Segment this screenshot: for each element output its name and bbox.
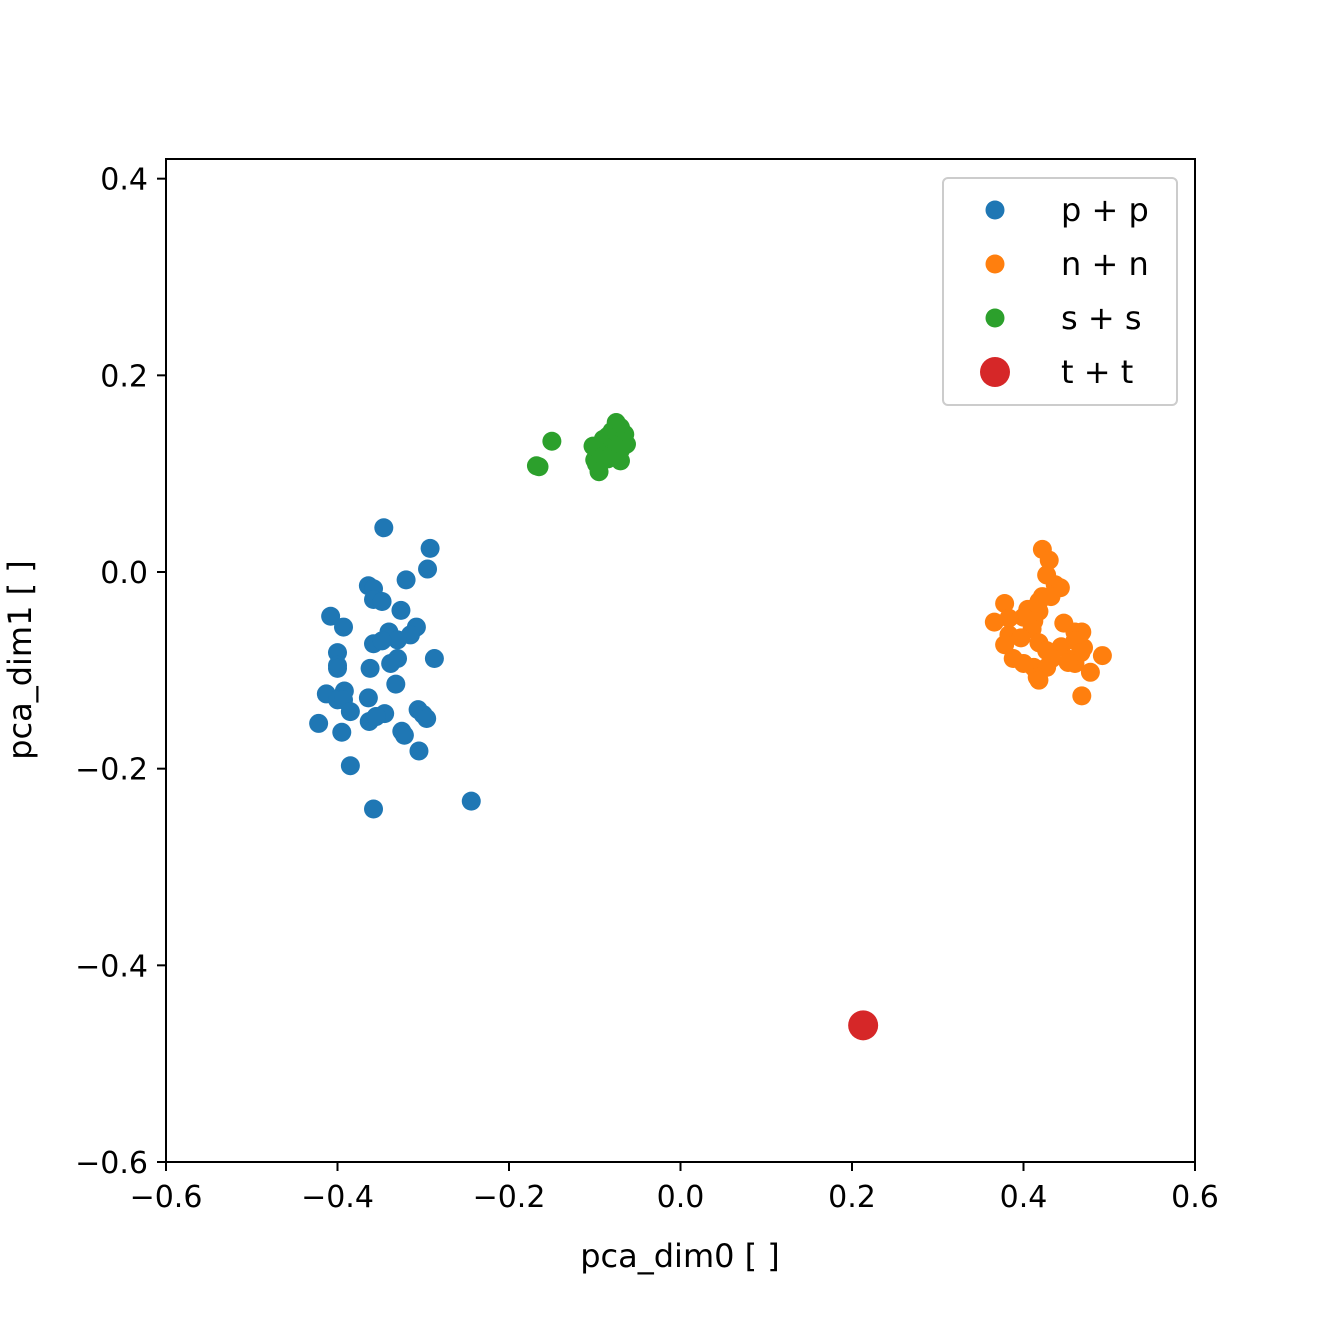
y-tick-label: 0.2 xyxy=(100,359,148,394)
data-point xyxy=(381,653,401,673)
data-point xyxy=(995,593,1015,613)
data-point xyxy=(386,674,406,694)
y-axis: −0.6 −0.4 −0.2 0.0 0.2 0.4 xyxy=(75,163,166,1181)
x-axis-label: pca_dim0 [ ] xyxy=(580,1237,780,1275)
data-point xyxy=(309,713,329,733)
legend-marker xyxy=(985,254,1005,274)
data-point xyxy=(372,592,392,611)
data-point xyxy=(409,741,429,761)
x-tick-label: 0.2 xyxy=(828,1180,876,1215)
data-point xyxy=(529,457,549,477)
legend-marker xyxy=(985,200,1005,220)
data-point xyxy=(1072,686,1092,706)
data-point xyxy=(984,612,1004,632)
legend-marker xyxy=(980,357,1010,387)
data-point xyxy=(420,538,440,558)
y-tick-label: −0.4 xyxy=(75,949,148,984)
data-point xyxy=(360,658,380,678)
data-point xyxy=(418,559,438,579)
data-point xyxy=(1080,662,1100,682)
y-tick-label: 0.0 xyxy=(100,556,148,591)
legend-frame xyxy=(942,177,1178,406)
points-layer xyxy=(309,413,1112,1041)
data-point xyxy=(332,722,352,742)
data-point xyxy=(334,617,354,637)
data-point xyxy=(1092,646,1112,666)
data-point xyxy=(1029,670,1049,690)
x-axis: −0.6 −0.4 −0.2 0.0 0.2 0.4 0.6 xyxy=(130,1162,1219,1215)
data-point xyxy=(340,702,360,722)
legend-label: s + s xyxy=(1061,299,1142,337)
data-point xyxy=(321,606,341,626)
data-point xyxy=(372,631,392,651)
legend: p + p n + n s + s t + t xyxy=(942,177,1178,406)
data-point xyxy=(848,1010,879,1041)
x-tick-label: −0.6 xyxy=(130,1180,203,1215)
data-point xyxy=(542,431,562,451)
data-point xyxy=(417,709,437,729)
data-point xyxy=(610,451,630,471)
data-point xyxy=(424,649,444,669)
data-point xyxy=(374,518,394,538)
data-point xyxy=(364,799,384,819)
x-tick-label: −0.4 xyxy=(301,1180,374,1215)
x-tick-label: −0.2 xyxy=(473,1180,546,1215)
legend-label: n + n xyxy=(1061,245,1149,283)
y-tick-label: 0.4 xyxy=(100,163,148,198)
legend-marker xyxy=(985,308,1005,328)
data-point xyxy=(995,635,1015,655)
data-point xyxy=(394,725,414,745)
data-point xyxy=(358,688,378,708)
data-point xyxy=(396,570,416,590)
data-point xyxy=(391,600,411,620)
data-point xyxy=(1039,550,1059,570)
x-tick-label: 0.6 xyxy=(1171,1180,1219,1215)
data-point xyxy=(589,462,609,482)
y-tick-label: −0.6 xyxy=(75,1146,148,1181)
data-point xyxy=(340,756,360,776)
legend-label: p + p xyxy=(1061,191,1149,229)
data-point xyxy=(366,707,386,727)
data-point xyxy=(1011,628,1031,648)
legend-label: t + t xyxy=(1061,353,1133,391)
data-point xyxy=(388,630,408,650)
data-point xyxy=(1058,652,1078,672)
data-point xyxy=(999,608,1019,628)
x-tick-label: 0.4 xyxy=(1000,1180,1048,1215)
data-point xyxy=(328,658,347,678)
x-tick-label: 0.0 xyxy=(657,1180,705,1215)
y-axis-label: pca_dim1 [ ] xyxy=(1,560,39,760)
data-point xyxy=(461,791,481,811)
y-tick-label: −0.2 xyxy=(75,753,148,788)
